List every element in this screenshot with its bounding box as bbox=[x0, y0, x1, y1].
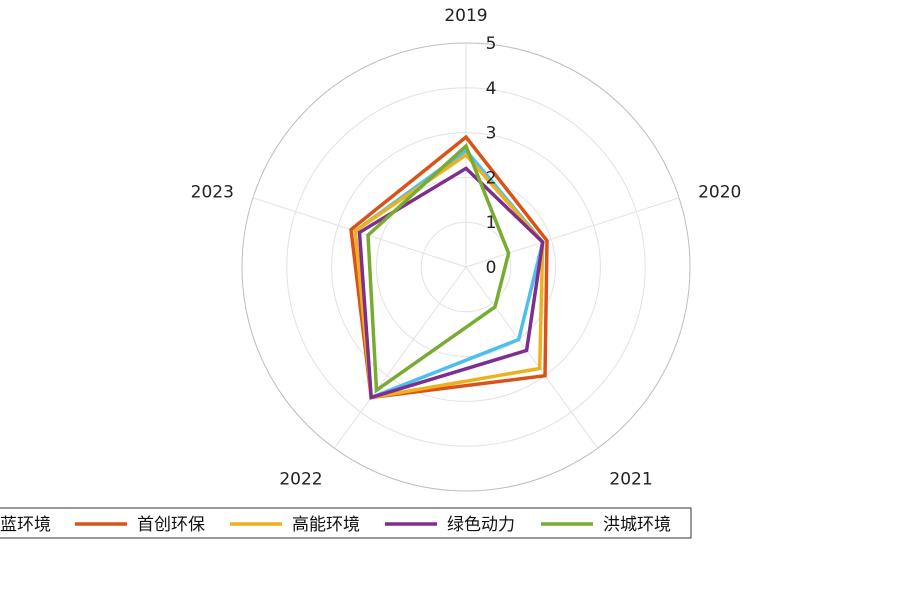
r-tick-label: 5 bbox=[486, 34, 497, 54]
legend-label: 绿色动力 bbox=[447, 515, 515, 535]
series-line bbox=[349, 134, 549, 400]
legend-label: 蓝环境 bbox=[0, 515, 51, 535]
category-label: 2019 bbox=[444, 6, 487, 26]
series-lines bbox=[349, 134, 549, 400]
category-label: 2023 bbox=[191, 183, 234, 203]
category-label: 2021 bbox=[609, 469, 652, 489]
grid-spoke bbox=[465, 197, 680, 268]
r-tick-label: 2 bbox=[486, 168, 497, 188]
series-line bbox=[353, 148, 545, 400]
category-label: 2022 bbox=[279, 469, 322, 489]
polar-grid bbox=[241, 42, 691, 492]
grid-spoke bbox=[465, 266, 599, 449]
r-tick-label: 1 bbox=[486, 213, 497, 233]
legend-label: 首创环保 bbox=[137, 515, 205, 535]
series-line bbox=[366, 143, 511, 394]
legend: 蓝环境 首创环保 高能环境 绿色动力 洪城环境 bbox=[0, 507, 692, 539]
legend-label: 高能环境 bbox=[292, 515, 360, 535]
r-tick-label: 3 bbox=[486, 124, 497, 144]
category-label: 2020 bbox=[698, 183, 741, 203]
grid-spoke bbox=[333, 266, 467, 449]
r-tick-label: 0 bbox=[486, 258, 497, 278]
legend-label: 洪城环境 bbox=[603, 515, 671, 535]
series-line bbox=[357, 166, 545, 400]
axis-labels: 0 1 2 3 4 5 2019 2020 2021 2022 2023 bbox=[191, 6, 742, 489]
r-tick-label: 4 bbox=[486, 79, 497, 99]
